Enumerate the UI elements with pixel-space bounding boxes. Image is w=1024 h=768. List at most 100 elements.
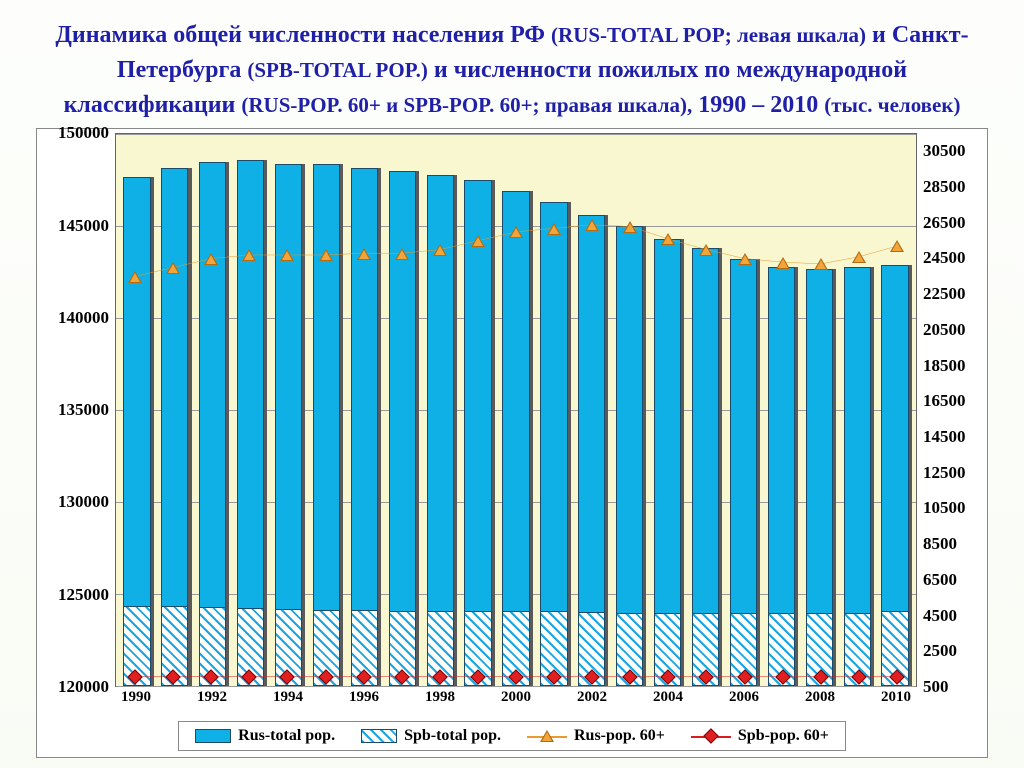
bar-rus-total — [464, 180, 491, 686]
bar-group — [611, 134, 649, 686]
marker-rus60 — [509, 226, 523, 238]
marker-rus60 — [242, 249, 256, 261]
x-tick-label: 2000 — [497, 689, 535, 715]
marker-rus60 — [128, 271, 142, 283]
bar-group — [459, 134, 497, 686]
bar-group — [345, 134, 383, 686]
bar-group — [232, 134, 270, 686]
legend-spb60: Spb-pop. 60+ — [691, 727, 829, 745]
marker-rus60 — [547, 223, 561, 235]
bar-group — [725, 134, 763, 686]
y-left-tick-label: 145000 — [58, 216, 109, 236]
bar-rus-total — [313, 164, 340, 686]
marker-rus60 — [471, 235, 485, 247]
bar-group — [687, 134, 725, 686]
x-tick-label — [383, 689, 421, 715]
x-tick-label: 2004 — [649, 689, 687, 715]
x-tick-label: 1990 — [117, 689, 155, 715]
x-tick-label — [687, 689, 725, 715]
marker-rus60 — [204, 253, 218, 265]
bar-group — [383, 134, 421, 686]
y-right-tick-label: 26500 — [923, 213, 966, 233]
bar-group — [535, 134, 573, 686]
y-right-tick-label: 20500 — [923, 320, 966, 340]
x-tick-label — [535, 689, 573, 715]
x-tick-label — [307, 689, 345, 715]
marker-rus60 — [357, 248, 371, 260]
bar-group — [118, 134, 156, 686]
y-right-tick-label: 6500 — [923, 570, 957, 590]
y-right-tick-label: 16500 — [923, 391, 966, 411]
y-axis-left: 1200001250001300001350001400001450001500… — [43, 133, 115, 687]
y-right-tick-label: 22500 — [923, 284, 966, 304]
marker-rus60 — [814, 258, 828, 270]
plot-wrap: 1200001250001300001350001400001450001500… — [43, 133, 981, 687]
marker-rus60 — [852, 251, 866, 263]
bar-group — [194, 134, 232, 686]
marker-rus60 — [433, 244, 447, 256]
bar-group — [308, 134, 346, 686]
y-left-tick-label: 130000 — [58, 492, 109, 512]
x-tick-label — [459, 689, 497, 715]
y-right-tick-label: 8500 — [923, 534, 957, 554]
y-right-tick-label: 12500 — [923, 463, 966, 483]
y-right-tick-label: 10500 — [923, 498, 966, 518]
x-tick-label: 1996 — [345, 689, 383, 715]
marker-rus60 — [738, 253, 752, 265]
y-right-tick-label: 30500 — [923, 141, 966, 161]
legend-rus-total: Rus-total pop. — [195, 727, 335, 745]
y-left-tick-label: 150000 — [58, 123, 109, 143]
bar-group — [876, 134, 914, 686]
x-tick-label: 2010 — [877, 689, 915, 715]
marker-rus60 — [395, 248, 409, 260]
legend-label: Spb-pop. 60+ — [738, 727, 829, 745]
slide: Динамика общей численности населения РФ … — [0, 0, 1024, 768]
x-tick-label — [611, 689, 649, 715]
x-axis: 1990199219941996199820002002200420062008… — [115, 687, 917, 715]
x-tick-label — [839, 689, 877, 715]
x-tick-label: 1998 — [421, 689, 459, 715]
y-right-tick-label: 4500 — [923, 606, 957, 626]
marker-rus60 — [319, 249, 333, 261]
x-tick-label — [231, 689, 269, 715]
bar-group — [838, 134, 876, 686]
bar-group — [573, 134, 611, 686]
legend: Rus-total pop. Spb-total pop. Rus-pop. 6… — [178, 721, 846, 751]
chart-container: 1200001250001300001350001400001450001500… — [36, 128, 988, 758]
plot-area — [115, 133, 917, 687]
marker-rus60 — [890, 240, 904, 252]
bar-group — [649, 134, 687, 686]
y-axis-right: 5002500450065008500105001250014500165001… — [917, 133, 981, 687]
legend-label: Spb-total pop. — [404, 727, 501, 745]
x-tick-label: 2002 — [573, 689, 611, 715]
y-right-tick-label: 28500 — [923, 177, 966, 197]
y-right-tick-label: 500 — [923, 677, 949, 697]
legend-label: Rus-pop. 60+ — [574, 727, 665, 745]
legend-label: Rus-total pop. — [238, 727, 335, 745]
bar-group — [800, 134, 838, 686]
marker-rus60 — [776, 257, 790, 269]
x-tick-label — [763, 689, 801, 715]
y-right-tick-label: 14500 — [923, 427, 966, 447]
bar-rus-total — [351, 168, 378, 687]
x-tick-label — [155, 689, 193, 715]
bar-group — [156, 134, 194, 686]
x-tick-label: 2006 — [725, 689, 763, 715]
marker-rus60 — [280, 249, 294, 261]
y-right-tick-label: 24500 — [923, 248, 966, 268]
legend-rus60: Rus-pop. 60+ — [527, 727, 665, 745]
bar-group — [762, 134, 800, 686]
marker-rus60 — [699, 244, 713, 256]
y-left-tick-label: 140000 — [58, 308, 109, 328]
y-right-tick-label: 18500 — [923, 356, 966, 376]
x-tick-label: 1992 — [193, 689, 231, 715]
x-tick-label: 1994 — [269, 689, 307, 715]
bar-group — [497, 134, 535, 686]
marker-rus60 — [166, 262, 180, 274]
y-left-tick-label: 125000 — [58, 585, 109, 605]
marker-rus60 — [661, 233, 675, 245]
bar-group — [270, 134, 308, 686]
y-left-tick-label: 135000 — [58, 400, 109, 420]
marker-rus60 — [585, 219, 599, 231]
legend-spb-total: Spb-total pop. — [361, 727, 501, 745]
